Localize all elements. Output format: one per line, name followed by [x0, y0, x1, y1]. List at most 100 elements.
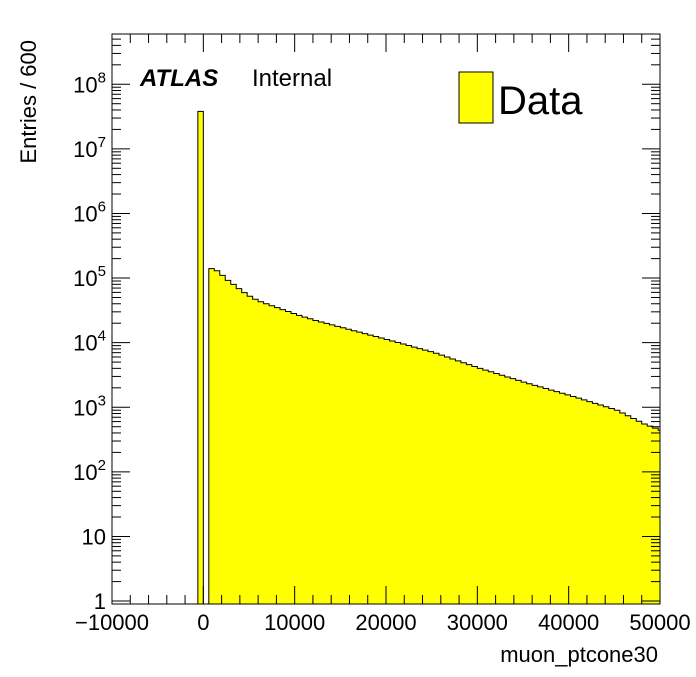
histogram-bin — [581, 399, 588, 604]
histogram-bin — [417, 348, 423, 604]
histogram-bin — [367, 335, 374, 604]
histogram-bin — [471, 366, 478, 604]
histogram-bin — [373, 336, 380, 604]
atlas-status-label: Internal — [252, 65, 332, 92]
histogram-bin — [510, 378, 517, 604]
histogram-bin — [406, 345, 412, 604]
y-tick-label: 102 — [73, 457, 106, 485]
histogram-bin — [307, 318, 314, 604]
histogram-bin — [334, 326, 341, 604]
histogram-bin — [214, 270, 221, 604]
y-tick-label: 108 — [73, 69, 106, 97]
legend-label-data: Data — [498, 79, 583, 123]
histogram-bin — [477, 368, 484, 604]
legend-swatch — [458, 71, 494, 124]
histogram-bin — [318, 321, 325, 604]
y-tick-label: 103 — [73, 392, 106, 420]
histogram-bin — [323, 323, 330, 604]
histogram-bin — [543, 388, 549, 604]
histogram-bin — [356, 332, 363, 604]
x-tick-label: 50000 — [629, 610, 690, 635]
histogram-bin — [291, 313, 297, 604]
histogram-bin — [395, 342, 402, 604]
y-tick-label: 107 — [73, 134, 106, 162]
histogram-bin — [565, 394, 571, 604]
histogram-bin — [526, 383, 533, 604]
histogram-bin — [548, 390, 555, 604]
histogram-bin — [236, 288, 243, 604]
histogram-bin — [641, 424, 648, 604]
histogram-bin — [630, 418, 637, 604]
histogram-bin — [280, 309, 286, 604]
x-tick-label: 30000 — [447, 610, 508, 635]
histogram-bin — [460, 362, 467, 604]
histogram-bin — [351, 330, 358, 604]
histogram-bin — [554, 391, 560, 604]
histogram-bin — [411, 347, 418, 604]
histogram-bin — [652, 428, 659, 604]
histogram-bin — [482, 370, 489, 604]
x-tick-label: −10000 — [75, 610, 149, 635]
y-tick-label: 106 — [73, 198, 106, 226]
histogram-bin — [636, 421, 643, 604]
x-axis-title: muon_ptcone30 — [500, 642, 658, 667]
histogram-bin — [449, 358, 456, 604]
histogram-bin — [504, 376, 511, 604]
histogram-bin — [208, 268, 215, 604]
histogram-bin — [312, 320, 319, 604]
histogram-bin — [515, 380, 522, 604]
histogram-bin — [521, 382, 528, 604]
histogram-bin — [263, 303, 270, 604]
histogram-bin — [225, 280, 232, 604]
histogram-outline — [208, 268, 660, 604]
histogram-bin — [499, 375, 506, 604]
atlas-brand-label: ATLAS — [139, 65, 218, 92]
histogram-bin — [269, 305, 275, 604]
histogram-bin — [532, 385, 539, 604]
histogram-bin — [647, 426, 654, 604]
histogram-bin — [619, 412, 626, 604]
histogram-bin — [274, 307, 281, 604]
x-tick-label: 40000 — [538, 610, 599, 635]
y-tick-label: 105 — [73, 263, 106, 291]
histogram-bin — [466, 364, 473, 604]
histogram-bin — [285, 311, 292, 604]
histogram-bin — [586, 401, 593, 604]
histogram-bin — [433, 353, 440, 604]
histogram-bin — [537, 386, 544, 604]
histogram-bin — [400, 344, 407, 604]
histogram-bin — [438, 355, 445, 604]
histogram-bin — [378, 338, 385, 604]
histogram-bin — [428, 351, 434, 604]
histogram-bin — [197, 110, 204, 605]
y-tick-label: 104 — [73, 328, 106, 356]
histogram-bin — [608, 408, 615, 604]
histogram-bin — [570, 396, 577, 604]
histogram-bin — [559, 393, 566, 604]
histogram-bin — [241, 292, 248, 604]
histogram-bin — [345, 329, 352, 604]
histogram-bin — [422, 350, 429, 604]
histogram-bin — [362, 333, 369, 604]
histogram-bin — [614, 410, 621, 604]
y-tick-label: 10 — [82, 524, 106, 549]
histogram-bin — [258, 301, 265, 604]
histogram-bin — [592, 403, 599, 604]
histogram-bin — [597, 405, 604, 604]
histogram-bin — [384, 339, 391, 604]
x-axis-ticks: −10000 0 10000 20000 30000 40000 50000 — [75, 34, 691, 635]
histogram-bin — [575, 398, 582, 604]
histogram-bin — [625, 415, 632, 604]
histogram-bin — [389, 340, 396, 604]
histogram-bin — [455, 360, 462, 604]
histogram-bars — [197, 110, 661, 605]
histogram-bin — [444, 357, 451, 604]
histogram-bin — [247, 296, 254, 604]
x-tick-label: 0 — [197, 610, 209, 635]
histogram-bin — [488, 371, 495, 604]
histogram-bin — [301, 317, 308, 604]
histogram-bin — [603, 406, 610, 604]
y-axis-ticks: 1 10 102 103 104 105 106 107 108 — [73, 33, 660, 614]
